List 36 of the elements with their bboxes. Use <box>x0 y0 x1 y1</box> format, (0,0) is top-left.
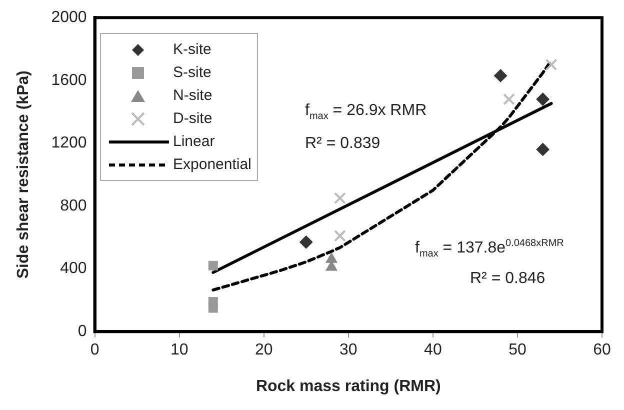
annotation: f$_{max}$ = 26.9x RMR <box>305 102 427 122</box>
x-tick-label: 60 <box>593 342 611 359</box>
x-axis-title: Rock mass rating (RMR) <box>256 378 441 395</box>
legend-label: K-site <box>173 41 212 58</box>
legend-label: Linear <box>173 133 215 150</box>
legend-label: D-site <box>173 110 212 127</box>
y-tick-label: 400 <box>60 260 87 278</box>
point <box>545 58 558 71</box>
x-tick-label: 0 <box>90 342 100 359</box>
y-tick-label: 1200 <box>51 134 87 152</box>
point <box>300 236 313 249</box>
x-tick-label: 30 <box>340 342 358 359</box>
point <box>334 230 346 242</box>
y-tick-label: 0 <box>78 323 87 340</box>
x-tick-label: 50 <box>508 342 526 359</box>
x-tick-label: 20 <box>254 342 273 359</box>
y-tick-label: 2000 <box>51 9 87 26</box>
y-tick-label: 800 <box>60 197 87 214</box>
point <box>536 92 550 106</box>
point <box>334 192 346 204</box>
point <box>536 142 550 156</box>
annotation: R² = 0.839 <box>305 135 380 153</box>
legend-label: Exponential <box>173 156 252 173</box>
point <box>494 69 508 82</box>
x-tick-label: 10 <box>170 342 188 359</box>
annotation: f$_{max}$ = 137.8e$^{0.0468xRMR}$ <box>415 238 564 260</box>
y-axis-title: Side shear resistance (kPa) <box>15 70 32 279</box>
point <box>208 260 218 270</box>
annotation: R² = 0.846 <box>470 270 546 288</box>
x-tick-label: 40 <box>424 342 442 359</box>
y-tick-label: 1600 <box>51 72 87 89</box>
point <box>208 303 218 313</box>
point <box>326 252 338 263</box>
legend-label: N-site <box>173 87 212 104</box>
legend-label: S-site <box>173 64 212 81</box>
point <box>503 93 515 106</box>
